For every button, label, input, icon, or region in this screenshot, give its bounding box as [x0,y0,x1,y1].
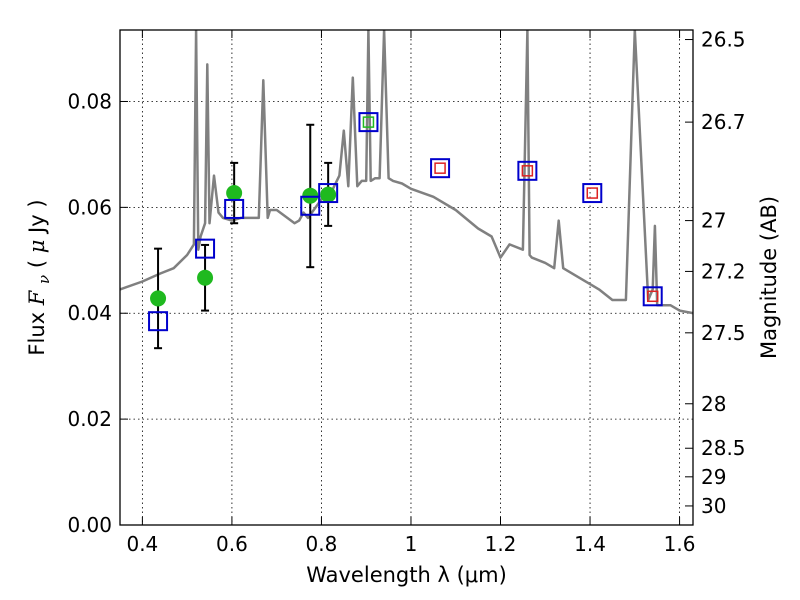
y2-tick-label: 29 [701,465,726,489]
plot-area [120,30,693,350]
y2-tick-label: 27 [701,209,726,233]
y-axis-label-symbol: F [25,289,49,306]
x-tick-label: 1.6 [664,532,696,556]
model-point-square [358,112,379,133]
y-axis-label: Flux F ν ( μ Jy ) [25,199,54,355]
y2-tick-label: 26.5 [701,28,746,52]
grid [120,30,693,526]
model-point-square [195,238,216,259]
model-spectrum [120,30,693,315]
model-point-square [517,160,538,181]
model-point-square [300,195,321,216]
model-point-inner-square [586,187,599,199]
axis-ticks [120,30,693,526]
y2-tick-label: 28.5 [701,436,746,460]
model-point-inner-square [434,162,446,174]
tick-labels: 0.4 0.6 0.8 1 1.2 1.4 1.6 0.00 0.02 0.04 0.06 0.08 2… [67,28,745,556]
y-axis-label-mu: μ [25,240,49,254]
y-axis-label-subscript: ν [35,275,53,284]
observed-point [320,186,337,203]
model-point-square [224,198,245,219]
model-point-square [582,183,603,204]
y2-tick-label: 26.7 [701,110,746,134]
model-point-square [430,158,451,179]
y2-tick-label: 30 [701,494,726,518]
y-axis-label-part: Flux [25,305,49,355]
spectrum-line [120,30,693,315]
y2-tick-label: 28 [701,392,726,416]
y-axis-label-part: ( [25,253,49,268]
y-tick-label: 0.08 [67,89,112,113]
y-tick-label: 0.06 [67,195,112,219]
observed-point [226,185,243,202]
photometry-markers [148,112,663,332]
observed-point [150,290,167,307]
model-point-inner-square [646,290,659,303]
model-point-inner-square [362,116,375,128]
x-tick-label: 1.4 [574,532,606,556]
y2-tick-label: 27.2 [701,259,746,283]
y-tick-label: 0.00 [67,513,112,537]
observed-point [302,187,319,204]
x-tick-label: 1 [405,532,418,556]
x-tick-label: 1.2 [485,532,517,556]
axes-frame [119,29,694,526]
model-point-square [642,286,663,307]
model-point-square [318,183,339,204]
x-axis-label: Wavelength λ (μm) [306,563,507,587]
secondary-y-axis-label: Magnitude (AB) [757,196,781,359]
y2-tick-label: 27.5 [701,321,746,345]
model-point-square [148,311,169,332]
y-tick-label: 0.02 [67,407,112,431]
x-tick-label: 0.8 [306,532,338,556]
model-point-inner-square [521,165,534,177]
y-tick-label: 0.04 [67,301,112,325]
x-tick-label: 0.4 [126,532,158,556]
observed-point [197,269,214,286]
x-tick-label: 0.6 [216,532,248,556]
y-axis-label-part: Jy ) [25,199,49,235]
